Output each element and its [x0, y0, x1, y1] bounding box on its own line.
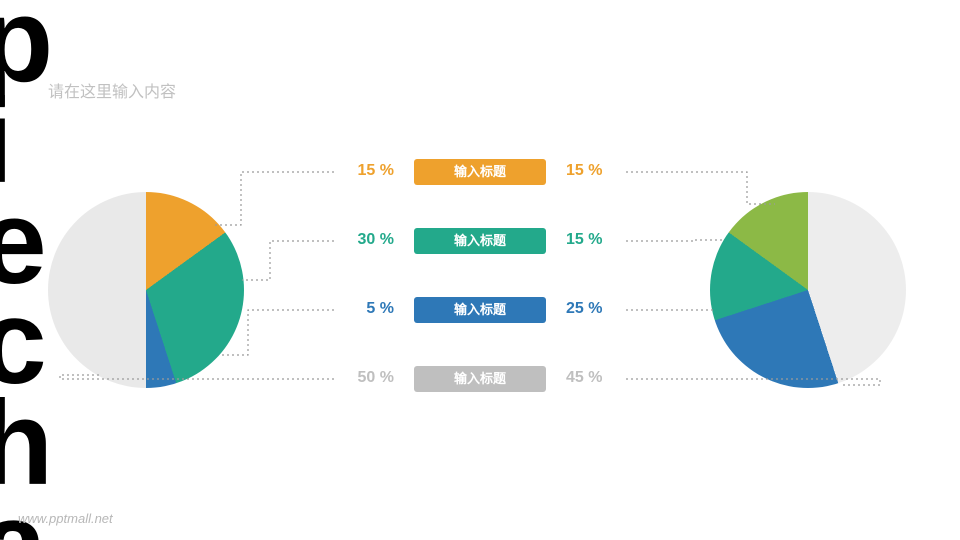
- right-percent-2: 25 %: [566, 300, 602, 318]
- category-pill-3: 输入标题: [414, 366, 546, 392]
- decorative-big-letters: p i e c h a: [0, 0, 50, 540]
- right-percent-3: 45 %: [566, 369, 602, 387]
- right-percent-0: 15 %: [566, 162, 602, 180]
- pie-chart-right: [710, 192, 906, 388]
- watermark: www.pptmall.net: [18, 511, 113, 526]
- left-percent-3: 50 %: [358, 369, 394, 387]
- stage: p i e c h a 请在这里输入内容 输入标题 15 % 15 % 输入标题 30 …: [0, 0, 960, 540]
- left-percent-0: 15 %: [358, 162, 394, 180]
- category-pill-2: 输入标题: [414, 297, 546, 323]
- subtitle-placeholder: 请在这里输入内容: [48, 78, 176, 102]
- left-percent-2: 5 %: [366, 300, 394, 318]
- pie-chart-left: [48, 192, 244, 388]
- category-pill-1: 输入标题: [414, 228, 546, 254]
- right-percent-1: 15 %: [566, 231, 602, 249]
- category-pill-0: 输入标题: [414, 159, 546, 185]
- left-percent-1: 30 %: [358, 231, 394, 249]
